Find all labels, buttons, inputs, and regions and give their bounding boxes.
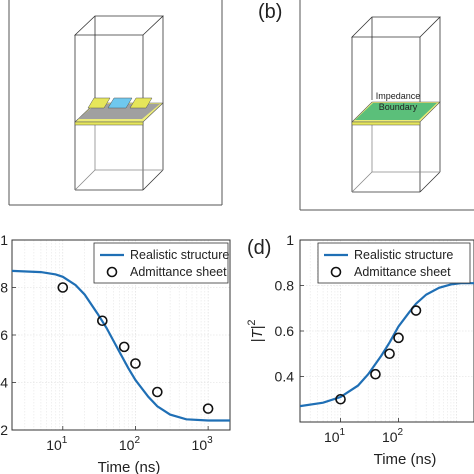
panel-b-label: (b) (258, 1, 282, 23)
x-axis-label: Time (ns) (374, 451, 437, 468)
y-tick-label: 0.6 (275, 323, 295, 339)
y-tick-label: .4 (0, 375, 8, 391)
series-line-realistic (12, 269, 230, 422)
impedance-label-line1: Impedance (376, 91, 421, 101)
x-tick-label: 102 (382, 427, 404, 445)
legend-entry: Admittance sheet (354, 265, 451, 279)
panel-d-label: (d) (247, 237, 271, 259)
series-line-realistic (300, 282, 474, 408)
data-point-admittance (152, 386, 163, 398)
legend: Realistic structure Admittance sheet (317, 242, 471, 284)
data-point-admittance (202, 403, 214, 414)
data-point-admittance (118, 341, 130, 353)
x-tick-label: 101 (324, 427, 346, 445)
y-tick-label: .2 (0, 422, 8, 438)
data-point-admittance (410, 305, 422, 316)
panel-a-slab (74, 97, 164, 126)
legend-entry: Admittance sheet (130, 265, 227, 279)
y-tick-label: .6 (0, 327, 8, 343)
pad-left (87, 97, 111, 109)
impedance-label-line2: Boundary (379, 102, 418, 112)
pad-center (107, 97, 133, 109)
x-tick-label: 102 (119, 435, 141, 453)
y-tick-label: 0.4 (275, 369, 295, 385)
data-point-admittance (384, 348, 395, 360)
y-tick-label: 1 (0, 232, 8, 248)
data-point-admittance (130, 358, 141, 369)
data-point-admittance (97, 315, 108, 327)
legend-marker-swatch (330, 266, 342, 278)
panel-b-wireframe-box (351, 16, 441, 193)
x-tick-label: 101 (46, 435, 68, 453)
data-point-admittance (335, 393, 346, 405)
chart-c: 1 .8 .6 .4 .2 101 102 103 Time (ns) Realistic str… (0, 232, 231, 474)
pad-right (129, 97, 153, 109)
data-point-admittance (393, 332, 404, 344)
x-axis-label: Time (ns) (98, 459, 161, 474)
y-tick-label: .8 (0, 280, 8, 296)
data-point-admittance (370, 368, 381, 380)
legend-entry: Realistic structure (354, 248, 453, 262)
impedance-boundary-sheet: Impedance Boundary (351, 91, 441, 126)
y-axis-label: |T|2 (246, 319, 266, 342)
x-tick-label: 103 (192, 435, 214, 453)
legend-marker-swatch (106, 266, 118, 278)
legend: Realistic structure Admittance sheet (93, 242, 229, 284)
panel-b: (b) Impedance Boundary (258, 0, 474, 211)
data-point-admittance (57, 282, 69, 293)
y-tick-label: 1 (286, 232, 294, 248)
chart-d: (d) 1 0.8 0.6 0.4 101 102 Time (ns) |T|2 Realist… (246, 232, 474, 468)
y-tick-label: 0.8 (275, 278, 295, 294)
panel-a (8, 0, 223, 206)
legend-entry: Realistic structure (130, 248, 229, 262)
